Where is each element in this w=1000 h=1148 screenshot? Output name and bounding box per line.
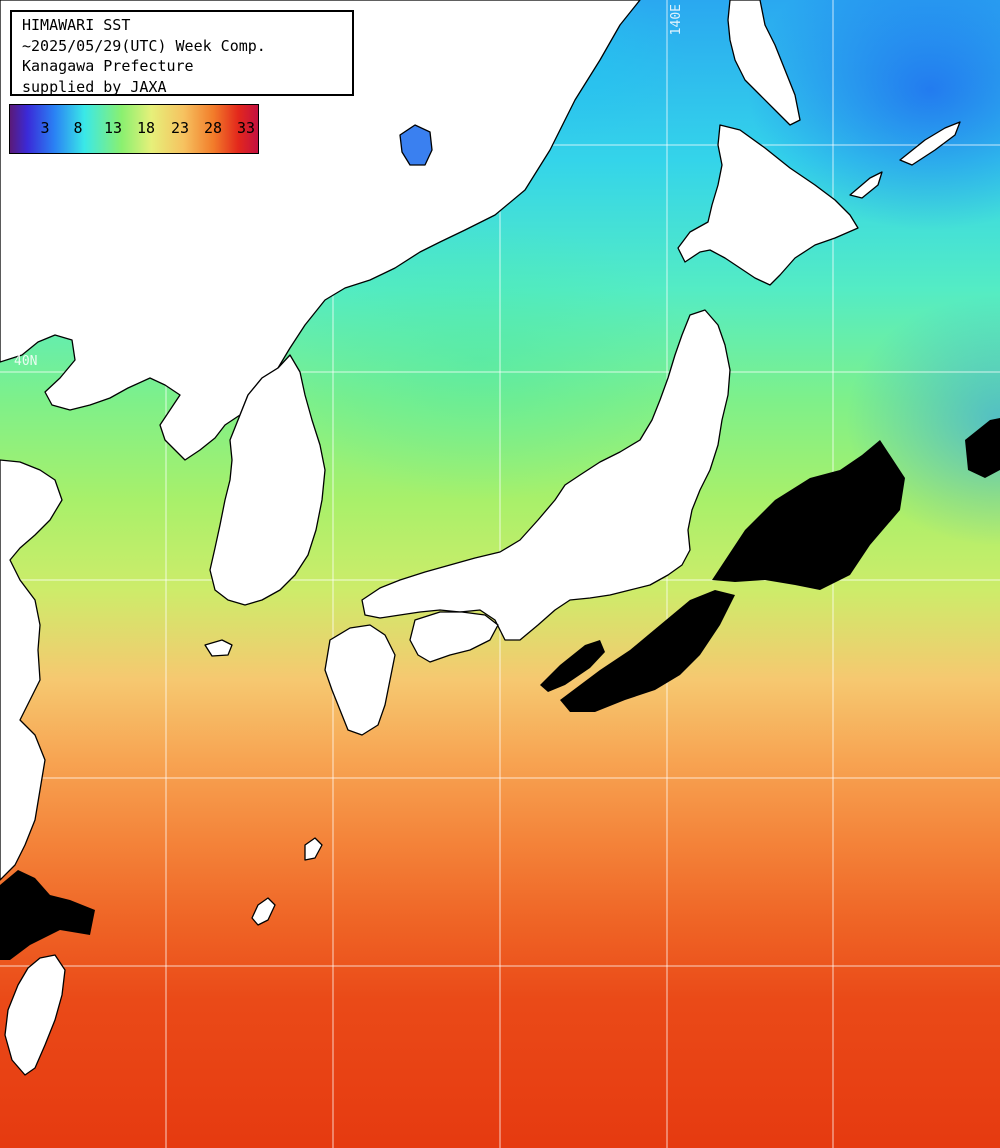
colorbar-tick-label: 3 xyxy=(40,119,50,137)
land-kuril xyxy=(849,171,883,199)
info-title: HIMAWARI SST xyxy=(22,16,131,34)
land-amami xyxy=(304,837,323,861)
land-kyushu xyxy=(324,624,396,736)
info-date: ~2025/05/29(UTC) Week Comp. xyxy=(22,36,266,55)
land-hokkaido xyxy=(677,124,859,286)
colorbar-tick-label: 28 xyxy=(203,119,223,137)
colorbar-tick-label: 18 xyxy=(136,119,156,137)
map-info-box: HIMAWARI SST ~2025/05/29(UTC) Week Comp.… xyxy=(10,10,354,96)
cloud-mask xyxy=(0,418,1000,960)
land-shikoku xyxy=(409,611,499,663)
cloud-patch-east xyxy=(712,440,905,590)
land-korea xyxy=(209,354,326,606)
land-dokdo-island xyxy=(399,124,433,166)
cloud-patch-sw xyxy=(0,870,95,960)
land-okinawa xyxy=(251,897,276,926)
cloud-patch-far-east xyxy=(965,418,1000,478)
info-source: supplied by JAXA xyxy=(22,77,167,96)
info-region: Kanagawa Prefecture xyxy=(22,57,194,75)
land-sakhalin xyxy=(727,0,801,126)
temperature-colorbar: 3 8 13 18 23 28 33 xyxy=(9,104,259,154)
longitude-label: 140E xyxy=(669,4,684,36)
land-kuril-2 xyxy=(899,121,961,166)
latitude-label: 40N xyxy=(14,354,38,369)
colorbar-tick-label: 13 xyxy=(103,119,123,137)
colorbar-tick-label: 8 xyxy=(73,119,83,137)
cloud-patch-south xyxy=(560,590,735,712)
colorbar-tick-label: 23 xyxy=(170,119,190,137)
cloud-patch-mid xyxy=(540,640,605,692)
land-honshu xyxy=(361,309,731,641)
land-jeju xyxy=(204,639,233,657)
land-taiwan xyxy=(4,954,66,1076)
colorbar-tick-label: 33 xyxy=(236,119,256,137)
land-china-west xyxy=(0,459,63,881)
